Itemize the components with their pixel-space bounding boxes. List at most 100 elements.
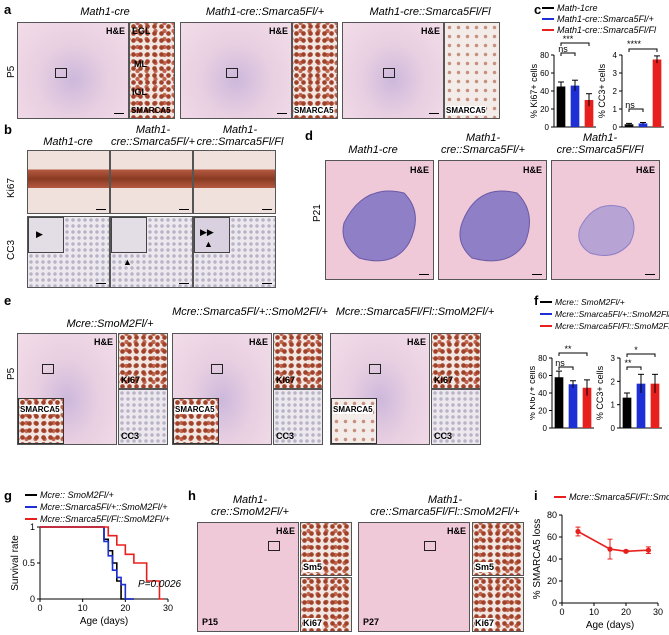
y-tick-label: 80: [538, 354, 547, 363]
a-he-image-3: H&E: [342, 22, 444, 119]
x-tick-label: 30: [653, 607, 663, 617]
h-sm5-label-2: Sm5: [475, 562, 495, 572]
panel-letter-d: d: [305, 128, 313, 143]
h-ki67-inset-1: Ki67: [300, 577, 352, 632]
h-sm5-inset-1: Sm5: [300, 522, 352, 576]
a-zoom-image-3: SMARCA5: [444, 22, 500, 119]
c-legend-text-1: Math-1cre: [557, 3, 598, 13]
b-ki67-image-1: [27, 150, 110, 214]
scale-bar: [96, 282, 106, 284]
y-tick-label: 40: [547, 554, 557, 564]
y-tick-label: 0: [543, 424, 548, 433]
a-layer-igl: IGL: [132, 87, 147, 97]
panel-letter-b: b: [4, 122, 12, 137]
panel-letter-i: i: [534, 488, 538, 503]
f-sig-stars-cc3-2: *: [634, 345, 638, 355]
series-line-2: [40, 526, 134, 600]
data-point: [607, 546, 613, 552]
b-ki67-image-3: [193, 150, 276, 214]
g-legend: Mcre:: SmoM2Fl/+ Mcre::Smarca5Fl/+::SmoM…: [25, 490, 170, 524]
h-age-1: P15: [202, 617, 219, 627]
a-roi-box-1: [55, 68, 67, 78]
e-genotype-3: Mcre::Smarca5Fl/Fl::SmoM2Fl/+: [335, 306, 495, 318]
d-genotype-3: Math1-cre::Smarca5Fl/Fl: [556, 132, 644, 156]
y-tick-label: 80: [547, 510, 557, 520]
bar-3: [584, 100, 594, 127]
bar-1: [554, 377, 564, 428]
panel-g-svg: Mcre:: SmoM2Fl/+ Mcre::Smarca5Fl/+::SmoM…: [10, 490, 182, 627]
x-axis-label: Age (days): [80, 616, 128, 627]
y-tick-label: 20: [540, 105, 549, 114]
x-tick-label: 10: [78, 603, 88, 613]
sig-bracket: [558, 352, 588, 356]
sig-bracket: [626, 353, 656, 357]
h-sm5-inset-2: Sm5: [472, 522, 524, 576]
y-tick-label: 40: [540, 87, 549, 96]
panel-i-svg: Mcre::Smarca5Fl/Fl::SmoM2Fl/+ 0102030020…: [532, 492, 669, 631]
y-tick-label: 20: [547, 576, 557, 586]
e-genotype-1: Mcre::SmoM2Fl/+: [66, 318, 154, 330]
arrow-icon: ▶▶: [200, 227, 214, 237]
b-cc3-image-1: ▶: [27, 216, 110, 288]
x-tick-label: 10: [589, 607, 599, 617]
e-roi-box-3: [369, 364, 381, 374]
scale-bar: [419, 273, 429, 275]
panel-c-svg: Math-1cre Math1-cre::Smarca5Fl/+ Math1-c…: [530, 3, 664, 130]
panel-f-svg: Mcre:: SmoM2Fl/+ Mcre::Smarca5Fl/+::SmoM…: [530, 297, 669, 433]
y-tick-label: 60: [538, 372, 547, 381]
y-tick-label: 0.5: [22, 558, 35, 568]
e-smarca5-label-2: SMARCA5: [175, 405, 215, 414]
e-cc3-inset-2: CC3: [273, 389, 323, 445]
y-axis-label: Survival rate: [10, 535, 21, 591]
y-tick-label: 80: [540, 51, 549, 60]
y-tick-label: 0: [611, 424, 616, 433]
g-legend-text-1: Mcre:: SmoM2Fl/+: [40, 490, 114, 500]
b-genotype-3: Math1-cre::Smarca5Fl/Fl: [196, 124, 284, 148]
c-legend-text-2: Math1-cre::Smarca5Fl/+: [557, 14, 654, 24]
a-roi-box-2: [226, 68, 238, 78]
f-sig-ns: ns: [555, 358, 565, 368]
a-he-label-2: H&E: [268, 26, 288, 36]
b-row-label-ki67: Ki67: [6, 177, 17, 198]
sig-bracket: [628, 108, 644, 112]
e-cc3-label-1: CC3: [121, 431, 140, 441]
a-inset-label-2: SMARCA5: [294, 106, 334, 115]
sig-bracket: [560, 52, 576, 56]
a-genotype-1: Math1-cre: [80, 6, 130, 18]
y-tick-label: 4: [613, 51, 618, 60]
e-ki67-label-3: Ki67: [434, 375, 454, 385]
y-tick-label: 2: [613, 87, 618, 96]
e-cc3-inset-3: CC3: [431, 389, 481, 445]
g-legend-text-3: Mcre::Smarca5Fl/Fl::SmoM2Fl/+: [40, 514, 170, 524]
h-genotype-1: Math1-cre::SmoM2Fl/+: [211, 494, 289, 518]
e-ki67-inset-1: Ki67: [118, 333, 168, 389]
panel-letter-e: e: [4, 293, 12, 308]
bar-2: [636, 383, 646, 428]
y-axis-label: % Ki67+ cells: [530, 63, 539, 118]
bar-3: [582, 387, 592, 428]
bar-2: [568, 384, 578, 428]
b-genotype-1: Math1-cre: [43, 136, 93, 148]
f-ki67-chart: 0 20 40 60 80% Ki67+ cells: [530, 352, 594, 433]
h-ki67-label-2: Ki67: [475, 618, 495, 628]
d-he-image-2: H&E: [438, 160, 547, 280]
a-genotype-2: Math1-cre::Smarca5Fl/+: [205, 6, 325, 18]
panel-letter-a: a: [4, 2, 12, 17]
e-he-image-3: H&E SMARCA5: [330, 333, 430, 445]
e-roi-box-2: [211, 364, 223, 374]
e-cc3-inset-1: CC3: [118, 389, 168, 445]
d-he-label-3: H&E: [635, 165, 655, 175]
panel-letter-g: g: [4, 488, 12, 503]
series-line-3: [40, 526, 164, 600]
e-ki67-inset-2: Ki67: [273, 333, 323, 389]
cerebellum-shape: [459, 190, 530, 262]
series-line-1: [577, 530, 649, 553]
e-row-label: P5: [6, 367, 17, 380]
panel-letter-f: f: [534, 293, 539, 308]
a-layer-ml: ML: [134, 59, 147, 69]
b-cc3-image-3: ▶▶ ▲: [193, 216, 276, 288]
a-he-image-2: H&E: [180, 22, 292, 119]
e-genotype-2: Mcre::Smarca5Fl/+::SmoM2Fl/+: [172, 306, 328, 318]
i-loss-chart: 0 10 20 30 0 20 40 60 80 Age (days) % SMARCA5 loss: [532, 510, 663, 631]
f-legend-text-3: Mcre::Smarca5Fl/Fl::SmoM2Fl/+: [555, 321, 669, 331]
